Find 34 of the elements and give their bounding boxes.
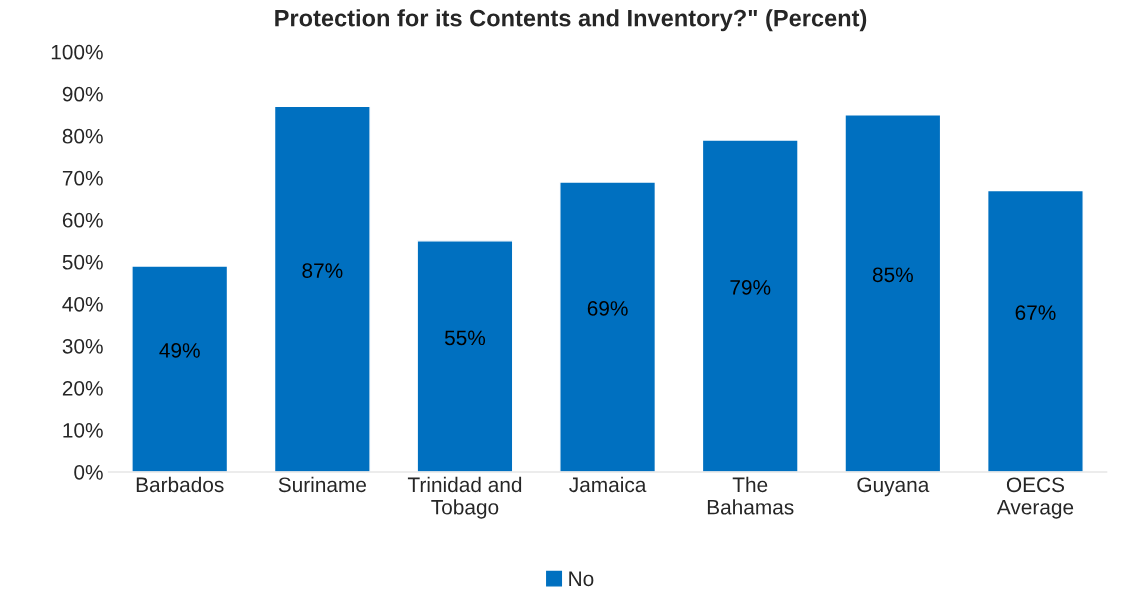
chart-title: Protection for its Contents and Inventory?" (Percent): [275, 9, 867, 32]
y-tick-label: 0%: [74, 464, 103, 480]
y-tick-label: 20%: [62, 380, 103, 396]
y-tick-label: 30%: [62, 338, 103, 354]
bar: [559, 181, 657, 472]
bar: [986, 189, 1084, 472]
y-tick-label: 80%: [62, 128, 103, 144]
y-tick-label: 40%: [62, 296, 103, 312]
x-tick-label: Guyana: [857, 477, 930, 497]
data-label: 49%: [159, 343, 200, 358]
legend-label: No: [569, 571, 594, 587]
data-label: 79%: [730, 280, 771, 295]
x-tick-label: OECS Average: [996, 477, 1074, 519]
data-label: 85%: [872, 267, 913, 283]
data-label: 69%: [587, 301, 628, 316]
y-tick-label: 60%: [62, 212, 103, 228]
y-tick-label: 70%: [62, 170, 103, 186]
bar: [416, 240, 514, 472]
y-tick-label: 100%: [51, 44, 103, 60]
y-tick-label: 50%: [62, 254, 103, 270]
x-tick-label: Jamaica: [569, 476, 647, 493]
y-tick-label: 90%: [62, 86, 103, 102]
x-tick-label: Suriname: [278, 476, 366, 493]
bar: [701, 139, 799, 472]
x-tick-label: Trinidad and Tobago: [407, 476, 522, 519]
bar: [273, 105, 371, 472]
data-label: 87%: [302, 263, 343, 278]
data-label: 55%: [444, 330, 486, 346]
x-tick-label: The Bahamas: [707, 476, 794, 515]
bar: [844, 114, 942, 472]
bar: [131, 265, 229, 472]
y-tick-label: 10%: [63, 422, 103, 438]
data-label: 67%: [1015, 305, 1056, 320]
x-tick-label: Barbados: [136, 476, 224, 493]
